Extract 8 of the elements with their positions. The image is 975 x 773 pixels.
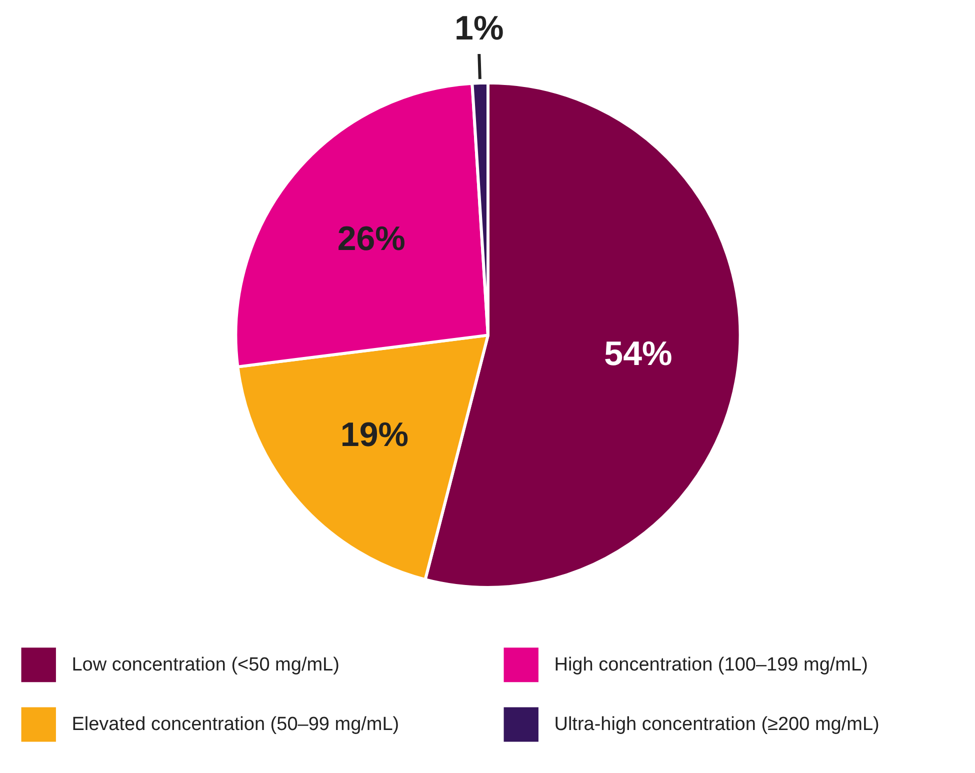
legend-label: Elevated concentration (50–99 mg/mL)	[72, 714, 400, 736]
data-label: 26%	[337, 220, 406, 258]
data-label: 1%	[454, 10, 504, 48]
legend-label: Low concentration (<50 mg/mL)	[72, 654, 340, 676]
legend-label: High concentration (100–199 mg/mL)	[554, 654, 868, 676]
data-label: 54%	[604, 335, 672, 374]
legend-label: Ultra-high concentration (≥200 mg/mL)	[554, 714, 880, 736]
data-label: 19%	[340, 416, 408, 454]
